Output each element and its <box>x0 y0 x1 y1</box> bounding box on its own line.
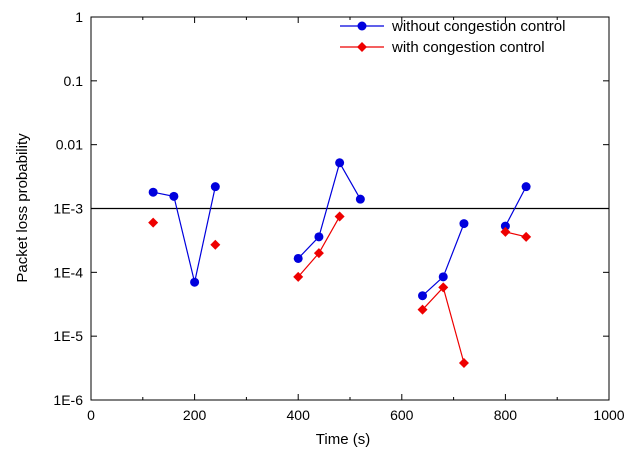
data-point <box>355 194 365 204</box>
series-without-congestion-control <box>148 158 531 301</box>
data-point <box>210 182 220 192</box>
y-tick-label: 0.01 <box>56 137 83 153</box>
x-tick-label: 1000 <box>593 407 624 423</box>
data-point <box>148 217 159 228</box>
data-point <box>458 357 469 368</box>
data-point <box>417 304 428 315</box>
data-point <box>190 277 200 287</box>
x-tick-label: 400 <box>287 407 311 423</box>
series-line <box>422 286 465 364</box>
data-point <box>438 282 449 293</box>
y-tick-label: 1 <box>75 9 83 25</box>
data-point <box>293 253 303 263</box>
series-line <box>504 186 527 227</box>
data-point <box>293 271 304 282</box>
legend: without congestion control with congestio… <box>340 18 565 56</box>
series-line <box>297 161 361 259</box>
legend-item: with congestion control <box>340 39 545 56</box>
y-tick-label: 0.1 <box>64 73 84 89</box>
x-tick-label: 600 <box>390 407 414 423</box>
data-point <box>210 239 221 250</box>
y-axis-title: Packet loss probability <box>14 133 31 283</box>
data-point <box>169 191 179 201</box>
series-line <box>153 186 216 283</box>
data-point <box>357 42 367 52</box>
data-point <box>500 226 511 237</box>
data-point <box>438 272 448 282</box>
data-point <box>521 182 531 192</box>
x-tick-label: 200 <box>183 407 207 423</box>
data-point <box>335 158 345 168</box>
data-point <box>521 231 532 242</box>
series-layer <box>148 158 532 368</box>
data-point <box>313 248 324 259</box>
data-point <box>314 232 324 242</box>
series-line <box>297 216 341 278</box>
x-axis-title: Time (s) <box>316 431 370 448</box>
y-tick-label: 1E-5 <box>53 328 83 344</box>
data-point <box>500 221 510 231</box>
x-tick-label: 800 <box>494 407 518 423</box>
x-tick-label: 0 <box>87 407 95 423</box>
y-tick-label: 1E-4 <box>53 264 83 280</box>
data-point <box>418 291 428 301</box>
data-point <box>148 187 158 197</box>
axes: 0 200 400 600 800 1000 1E-6 1E-5 1E-4 1E-3 0.01 0.1… <box>53 9 624 423</box>
series-with-congestion-control <box>148 211 532 368</box>
legend-item: without congestion control <box>340 18 565 35</box>
data-point <box>357 21 367 31</box>
data-point <box>459 219 469 229</box>
data-point <box>334 211 345 222</box>
legend-label: without congestion control <box>391 18 565 35</box>
y-tick-label: 1E-3 <box>53 201 83 217</box>
y-tick-label: 1E-6 <box>53 392 83 408</box>
legend-label: with congestion control <box>391 39 545 56</box>
